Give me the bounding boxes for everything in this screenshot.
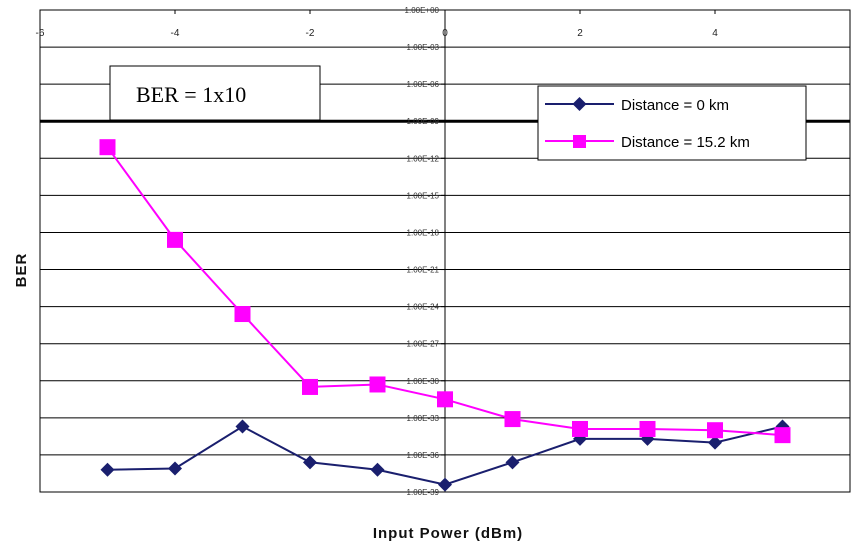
y-tick-label: 1.00E-09 [407, 117, 440, 126]
threshold-annotation-box [109, 65, 321, 121]
x-tick-label: 2 [577, 28, 583, 39]
y-tick-label: 1.00E-12 [407, 154, 440, 163]
legend-marker-15km [573, 135, 586, 148]
y-tick-label: 1.00E-21 [407, 266, 440, 275]
data-point-square [234, 306, 251, 323]
data-point-diamond [235, 419, 250, 434]
y-tick-label: 1.00E-39 [407, 488, 440, 497]
data-point-square [167, 231, 183, 248]
data-point-square [774, 427, 791, 444]
legend-label-0km: Distance = 0 km [621, 97, 729, 114]
legend: Distance = 0 km Distance = 15.2 km [537, 85, 807, 161]
data-point-diamond [505, 455, 520, 470]
data-point-square [572, 420, 588, 437]
threshold-annotation: BER = 1x10 [109, 65, 321, 121]
data-point-diamond [100, 462, 115, 477]
threshold-annotation-text: BER = 1x10 [136, 82, 246, 107]
data-point-square [369, 376, 386, 393]
data-point-diamond [370, 462, 385, 477]
y-tick-label: 1.00E-06 [407, 80, 440, 89]
y-tick-label: 1.00E-33 [407, 414, 440, 423]
y-axis-title: BER [13, 253, 30, 288]
legend-marker-0km [572, 97, 587, 111]
data-point-square [302, 378, 318, 395]
y-tick-label: 1.00E-24 [407, 303, 440, 312]
x-tick-label: 0 [442, 28, 448, 39]
axes [39, 9, 851, 493]
data-point-square [99, 139, 116, 156]
x-tick-label: -6 [36, 28, 45, 39]
y-tick-label: 1.00E-36 [407, 451, 440, 460]
x-axis-title: Input Power (dBm) [373, 525, 523, 542]
data-point-diamond [708, 435, 722, 450]
data-point-diamond [168, 461, 182, 476]
legend-label-15km: Distance = 15.2 km [621, 134, 750, 151]
y-tick-labels: 1.00E+00 1.00E-03 1.00E-06 1.00E-09 1.00E-12… [405, 6, 440, 497]
data-point-square [504, 411, 521, 428]
y-tick-label: 1.00E-27 [407, 340, 440, 349]
data-point-diamond [438, 477, 452, 492]
y-tick-label: 1.00E-18 [407, 228, 440, 237]
data-point-square [437, 391, 453, 408]
y-tick-label: 1.00E-15 [407, 191, 440, 200]
data-point-diamond [303, 455, 317, 470]
y-tick-label: 1.00E+00 [405, 6, 440, 15]
x-tick-label: 4 [712, 28, 718, 39]
y-tick-label: 1.00E-30 [407, 377, 440, 386]
x-tick-labels: -6 -4 -2 0 2 4 [36, 28, 719, 39]
data-series [99, 139, 791, 492]
data-point-square [707, 422, 723, 439]
x-tick-label: -4 [171, 28, 180, 39]
data-point-square [639, 420, 656, 437]
x-tick-label: -2 [306, 28, 315, 39]
y-tick-label: 1.00E-03 [407, 43, 440, 52]
